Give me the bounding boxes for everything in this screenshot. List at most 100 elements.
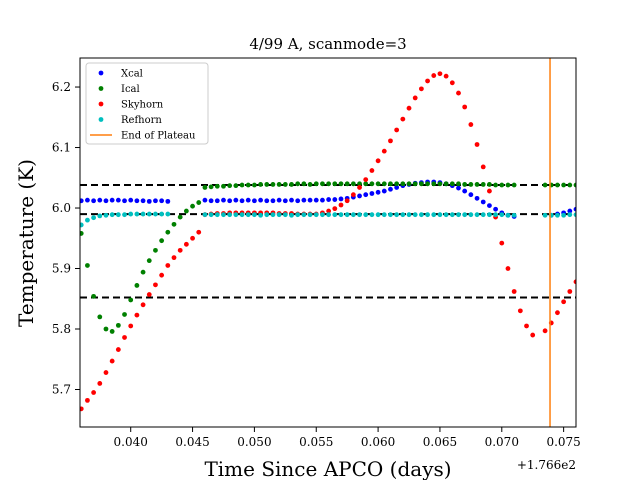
data-point bbox=[289, 197, 294, 203]
data-point bbox=[369, 191, 375, 196]
data-point bbox=[258, 212, 263, 218]
data-point bbox=[418, 181, 424, 187]
data-point bbox=[295, 181, 301, 187]
data-point bbox=[115, 212, 121, 218]
data-point bbox=[369, 212, 375, 218]
data-point bbox=[456, 90, 461, 96]
data-point bbox=[511, 289, 517, 294]
data-point bbox=[122, 212, 127, 218]
y-tick-label: 5.8 bbox=[52, 322, 71, 336]
plot-frame bbox=[79, 57, 577, 428]
data-point bbox=[196, 200, 202, 205]
data-point bbox=[561, 182, 567, 188]
data-point bbox=[264, 182, 270, 187]
data-point bbox=[140, 211, 146, 217]
data-point bbox=[140, 198, 146, 204]
data-point bbox=[511, 182, 517, 188]
data-point bbox=[159, 272, 165, 278]
data-point bbox=[85, 263, 90, 268]
data-point bbox=[153, 211, 158, 217]
data-point bbox=[128, 297, 134, 303]
data-point bbox=[276, 212, 282, 218]
data-point bbox=[400, 181, 406, 187]
x-tick-label: 0.050 bbox=[237, 435, 271, 449]
data-point bbox=[524, 323, 529, 329]
data-point bbox=[542, 328, 548, 334]
data-point bbox=[233, 212, 239, 218]
data-point bbox=[128, 197, 134, 203]
data-point bbox=[214, 198, 220, 204]
data-point bbox=[134, 312, 140, 318]
data-point bbox=[474, 142, 480, 147]
chart-title: 4/99 A, scanmode=3 bbox=[249, 35, 406, 53]
data-point bbox=[80, 231, 84, 236]
data-point bbox=[573, 279, 576, 285]
data-point bbox=[394, 181, 400, 187]
data-point bbox=[202, 185, 208, 190]
data-point bbox=[381, 148, 387, 154]
data-point bbox=[511, 212, 517, 218]
series-layer bbox=[80, 71, 576, 412]
data-point bbox=[159, 211, 165, 217]
data-point bbox=[332, 206, 338, 212]
data-point bbox=[388, 212, 393, 218]
data-point bbox=[252, 198, 257, 204]
data-point bbox=[239, 212, 245, 218]
data-point bbox=[357, 185, 362, 190]
data-point bbox=[493, 206, 499, 212]
data-point bbox=[474, 212, 480, 218]
data-point bbox=[369, 181, 375, 187]
data-point bbox=[375, 212, 381, 218]
data-point bbox=[276, 197, 282, 203]
data-point bbox=[295, 212, 301, 218]
data-point bbox=[400, 116, 406, 122]
data-point bbox=[425, 78, 430, 84]
plot-area bbox=[80, 58, 576, 427]
data-point bbox=[97, 381, 103, 386]
x-tick-label: 0.065 bbox=[423, 435, 457, 449]
data-point bbox=[406, 105, 412, 111]
data-point bbox=[517, 308, 523, 314]
data-point bbox=[505, 212, 511, 218]
data-point bbox=[97, 213, 103, 219]
data-point bbox=[375, 181, 381, 187]
legend-label-ical: Ical bbox=[121, 84, 140, 95]
data-point bbox=[91, 390, 97, 395]
data-point bbox=[153, 282, 158, 288]
data-point bbox=[134, 283, 140, 288]
data-point bbox=[183, 208, 189, 214]
data-point bbox=[233, 197, 239, 203]
y-tick-label: 6.1 bbox=[52, 141, 71, 155]
data-point bbox=[487, 188, 492, 194]
data-point bbox=[146, 198, 152, 204]
data-point bbox=[344, 181, 350, 187]
data-point bbox=[505, 266, 511, 271]
data-point bbox=[425, 181, 430, 187]
legend: Xcal Ical Skyhorn Refhorn End of Plateau bbox=[85, 62, 209, 145]
data-point bbox=[505, 182, 511, 188]
data-point bbox=[122, 335, 127, 340]
data-point bbox=[344, 198, 350, 204]
data-point bbox=[301, 212, 307, 218]
data-point bbox=[431, 73, 437, 78]
data-point bbox=[567, 289, 573, 294]
data-point bbox=[245, 182, 251, 188]
data-point bbox=[437, 212, 443, 218]
x-tick-label: 0.040 bbox=[114, 435, 148, 449]
y-tick-label: 6.2 bbox=[52, 80, 71, 94]
data-point bbox=[313, 197, 319, 203]
data-point bbox=[443, 212, 449, 218]
data-point bbox=[313, 212, 319, 218]
y-tick-label: 5.7 bbox=[52, 382, 71, 396]
data-point bbox=[252, 212, 257, 218]
data-point bbox=[109, 197, 115, 203]
data-point bbox=[375, 189, 381, 195]
data-point bbox=[480, 212, 486, 218]
data-point bbox=[338, 181, 344, 187]
legend-box bbox=[85, 62, 209, 145]
data-point bbox=[357, 181, 362, 187]
data-point bbox=[462, 188, 468, 194]
data-point bbox=[159, 238, 165, 244]
data-point bbox=[344, 212, 350, 218]
data-point bbox=[171, 221, 177, 227]
